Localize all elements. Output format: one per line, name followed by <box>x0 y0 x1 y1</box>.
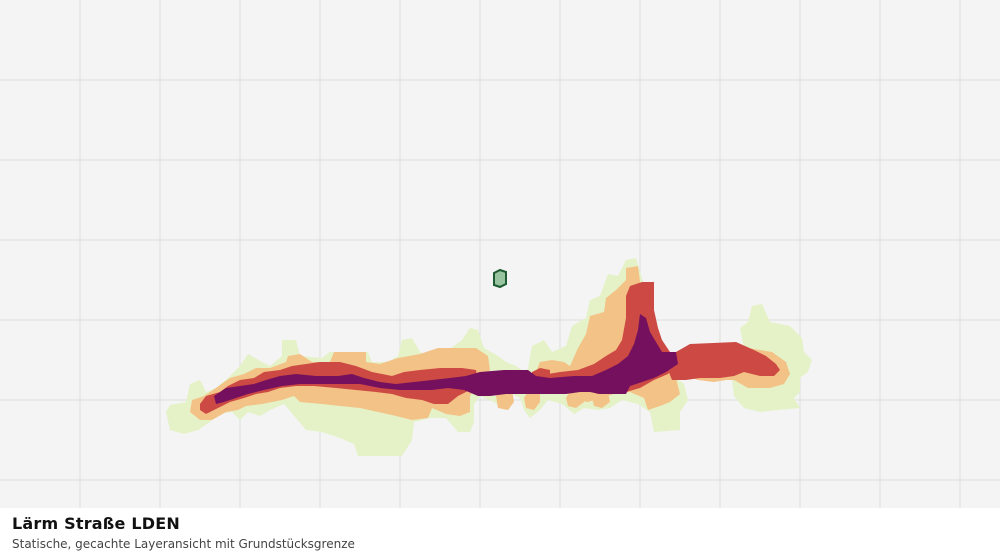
parcel-boundary[interactable] <box>493 268 507 289</box>
map-canvas[interactable] <box>0 0 1000 508</box>
noise-zone-class-2-blob-d <box>592 390 610 408</box>
parcel-boundary-shape[interactable] <box>493 268 507 289</box>
layer-title: Lärm Straße LDEN <box>12 514 180 533</box>
noise-layer-lden <box>166 258 812 456</box>
noise-zone-class-3-west <box>200 362 478 414</box>
noise-zone-class-4 <box>214 314 678 404</box>
layer-subtitle: Statische, gecachte Layeransicht mit Gru… <box>12 537 355 551</box>
noise-zone-class-3-east <box>668 342 780 380</box>
map-viewport[interactable] <box>0 0 1000 508</box>
map-grid <box>0 0 1000 508</box>
noise-zone-class-4-main <box>214 314 678 404</box>
map-caption: Lärm Straße LDEN Statische, gecachte Lay… <box>0 508 1000 560</box>
